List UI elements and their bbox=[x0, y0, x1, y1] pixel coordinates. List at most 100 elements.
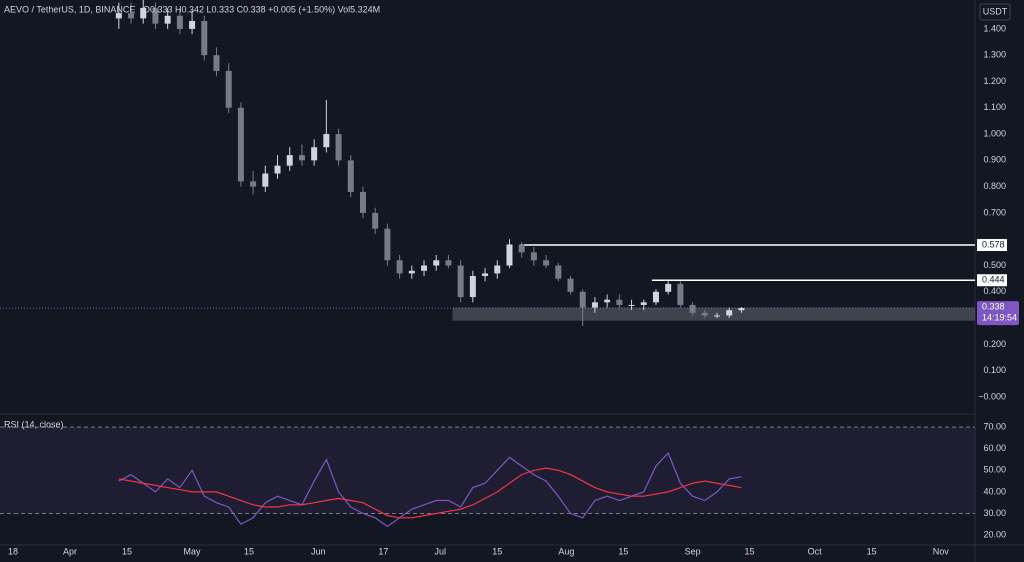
candle-body bbox=[372, 212, 379, 229]
rsi-tick-label: 50.00 bbox=[983, 465, 1006, 475]
y-tick-label: 0.400 bbox=[983, 286, 1006, 296]
candle-body bbox=[311, 147, 318, 161]
x-tick-label: 15 bbox=[122, 546, 132, 556]
candle-body bbox=[689, 304, 696, 313]
candle-body bbox=[567, 278, 574, 292]
y-tick-label: −0.000 bbox=[978, 391, 1006, 401]
level-label: 0.578 bbox=[982, 239, 1005, 249]
rsi-tick-label: 20.00 bbox=[983, 529, 1006, 539]
candle-body bbox=[384, 228, 391, 261]
candle-body bbox=[262, 173, 269, 187]
candle-body bbox=[115, 13, 122, 19]
candle-body bbox=[396, 260, 403, 274]
countdown: 14:19:54 bbox=[982, 312, 1017, 322]
candle-body bbox=[128, 13, 135, 19]
candle-body bbox=[359, 191, 366, 213]
candle-body bbox=[408, 270, 415, 274]
x-tick-label: 15 bbox=[618, 546, 628, 556]
candle-body bbox=[714, 315, 721, 317]
plot bbox=[0, 0, 976, 528]
candle-body bbox=[274, 165, 281, 174]
rsi-tick-label: 60.00 bbox=[983, 443, 1006, 453]
candle-body bbox=[591, 302, 598, 308]
candle-body bbox=[530, 252, 537, 261]
x-tick-label: 15 bbox=[745, 546, 755, 556]
y-tick-label: 0.500 bbox=[983, 260, 1006, 270]
candle-body bbox=[152, 7, 159, 24]
rsi-title: RSI (14, close) bbox=[4, 419, 64, 429]
y-tick-label: 0.800 bbox=[983, 181, 1006, 191]
candle-body bbox=[469, 276, 476, 298]
candle-body bbox=[604, 299, 611, 303]
currency[interactable]: USDT bbox=[983, 6, 1008, 16]
rsi-tick-label: 30.00 bbox=[983, 508, 1006, 518]
candle-body bbox=[482, 273, 489, 277]
candle-body bbox=[738, 308, 745, 311]
y-tick-label: 1.200 bbox=[983, 76, 1006, 86]
candle-body bbox=[506, 244, 513, 266]
level-tag bbox=[977, 239, 1007, 252]
candle-body bbox=[457, 265, 464, 298]
candle-body bbox=[445, 260, 452, 266]
x-tick-label: Aug bbox=[558, 546, 574, 556]
y-tick-label: 1.100 bbox=[983, 102, 1006, 112]
candle-body bbox=[347, 160, 354, 192]
y-tick-label: 0.100 bbox=[983, 365, 1006, 375]
candle-body bbox=[323, 134, 330, 148]
candle-body bbox=[555, 265, 562, 279]
rsi-tick-label: 70.00 bbox=[983, 421, 1006, 431]
candle-body bbox=[652, 291, 659, 303]
currency-box[interactable] bbox=[979, 3, 1011, 21]
x-tick-label: Apr bbox=[63, 546, 77, 556]
candle-body bbox=[616, 299, 623, 305]
y-tick-label: 0.700 bbox=[983, 207, 1006, 217]
y-tick-label: 0.900 bbox=[983, 155, 1006, 165]
x-tick-label: Jul bbox=[435, 546, 447, 556]
level-tag bbox=[977, 274, 1007, 287]
candle-body bbox=[701, 312, 708, 316]
chart-title: AEVO / TetherUS, 1D, BINANCE bbox=[4, 4, 135, 14]
x-tick-label: 15 bbox=[492, 546, 502, 556]
candle-body bbox=[518, 244, 525, 253]
x-tick-label: 15 bbox=[244, 546, 254, 556]
candle-body bbox=[579, 291, 586, 308]
y-tick-label: 1.400 bbox=[983, 23, 1006, 33]
candle-body bbox=[640, 302, 647, 305]
candle-body bbox=[494, 265, 501, 274]
candle-body bbox=[237, 107, 244, 182]
x-tick-label: 18 bbox=[8, 546, 18, 556]
candle-body bbox=[665, 283, 672, 292]
candle-body bbox=[628, 304, 635, 306]
rsi-line bbox=[118, 451, 742, 528]
candle-body bbox=[543, 260, 550, 266]
x-tick-label: 15 bbox=[867, 546, 877, 556]
last-price-tag bbox=[977, 301, 1019, 326]
x-tick-label: 17 bbox=[378, 546, 388, 556]
x-tick-label: May bbox=[184, 546, 202, 556]
candle-body bbox=[421, 265, 428, 271]
candle-body bbox=[140, 7, 147, 19]
candle-body bbox=[164, 15, 171, 24]
rsi-band bbox=[0, 427, 975, 514]
x-tick-label: Jun bbox=[311, 546, 326, 556]
last-price-label: 0.338 bbox=[982, 301, 1005, 311]
y-tick-label: 0.200 bbox=[983, 339, 1006, 349]
level-label: 0.444 bbox=[982, 275, 1005, 285]
candle-body bbox=[726, 310, 733, 316]
rsi-tick-label: 40.00 bbox=[983, 486, 1006, 496]
zone bbox=[452, 307, 976, 321]
rsi-line bbox=[118, 467, 742, 519]
candle-body bbox=[189, 21, 196, 29]
candle-body bbox=[677, 283, 684, 305]
candle-body bbox=[298, 155, 305, 161]
x-tick-label: Sep bbox=[685, 546, 701, 556]
x-tick-label: Nov bbox=[933, 546, 950, 556]
ohlc-legend: O0.333 H0.342 L0.333 C0.338 +0.005 (+1.5… bbox=[143, 4, 380, 14]
candle-body bbox=[176, 15, 183, 29]
candle-body bbox=[201, 21, 208, 56]
candle-body bbox=[225, 70, 232, 108]
y-tick-label: 1.000 bbox=[983, 128, 1006, 138]
candle-body bbox=[335, 134, 342, 161]
